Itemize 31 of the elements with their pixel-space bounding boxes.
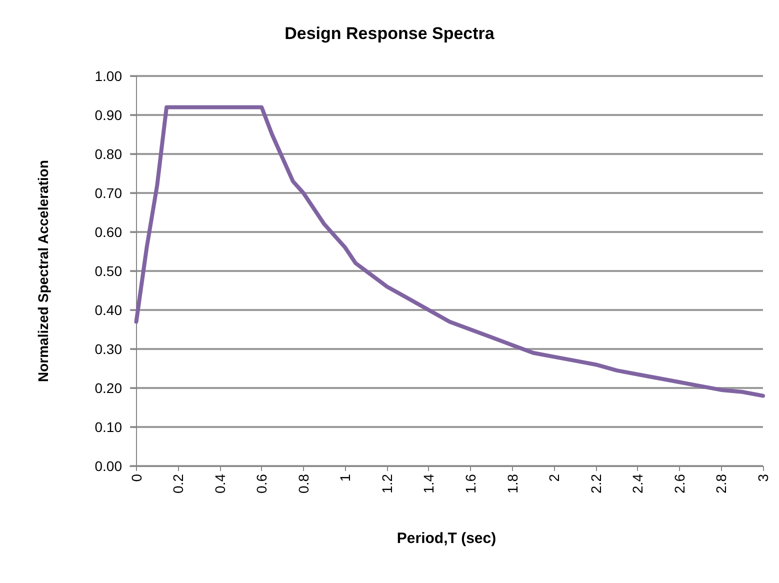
x-tick-label: 2.4 [630, 474, 646, 494]
x-tick-label: 1.6 [462, 474, 479, 494]
y-tick-label: 0.20 [94, 380, 122, 396]
x-tick-label: 2.6 [671, 474, 688, 494]
x-tick-label: 2 [546, 474, 562, 482]
x-tick-label: 0.4 [212, 474, 228, 494]
y-tick-label: 0.10 [94, 419, 122, 435]
x-tick-label: 0.8 [295, 474, 312, 494]
x-tick-label: 2.2 [588, 474, 604, 494]
x-tick-label: 0 [128, 474, 144, 482]
y-tick-label: 0.00 [94, 458, 122, 474]
y-tick-label: 1.00 [94, 68, 122, 84]
chart-title: Design Response Spectra [284, 24, 495, 43]
line-series [134, 105, 765, 398]
y-tick-label: 0.70 [94, 185, 122, 201]
x-tick-label: 0.6 [254, 474, 270, 494]
x-tick-label: 2.8 [713, 474, 730, 494]
x-tick-label: 1.8 [504, 474, 520, 494]
y-tick-label: 0.50 [94, 263, 122, 279]
y-tick-label: 0.90 [94, 107, 122, 123]
y-axis-title: Normalized Spectral Acceleration [35, 160, 51, 382]
y-tick-label: 0.60 [94, 224, 122, 240]
x-axis-title: Period,T (sec) [396, 530, 496, 547]
x-tick-label: 0.2 [170, 474, 186, 494]
x-tick-label: 1 [337, 474, 354, 482]
x-tick-label: 1.4 [420, 474, 437, 494]
y-tick-label: 0.40 [94, 302, 122, 318]
x-tick-label: 1.2 [378, 474, 395, 494]
y-tick-label: 0.80 [94, 146, 122, 162]
y-tick-label: 0.30 [94, 341, 122, 357]
x-tick-label: 3 [755, 474, 771, 482]
